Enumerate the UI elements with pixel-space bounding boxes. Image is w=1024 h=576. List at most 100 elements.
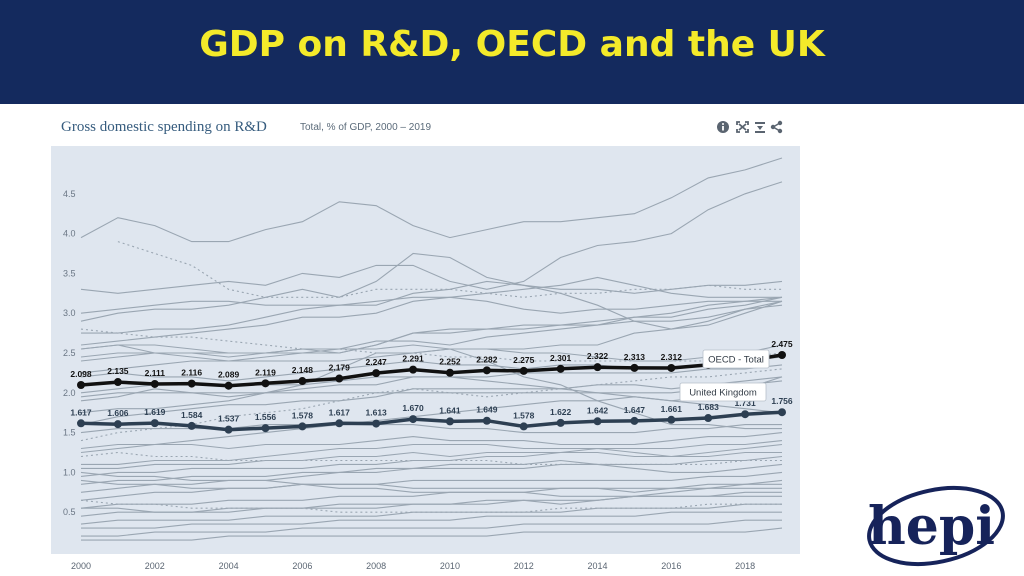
- y-tick-label: 4.0: [63, 229, 76, 239]
- dotted-series-line: [80, 368, 783, 442]
- background-series-line: [80, 296, 783, 374]
- download-icon[interactable]: [755, 122, 765, 133]
- dotted-series-line: [80, 328, 783, 362]
- y-tick-label: 2.0: [63, 388, 76, 398]
- oecd-data-label: 2.179: [329, 363, 351, 373]
- oecd-series-point: [445, 368, 454, 377]
- uk-series-point: [261, 424, 270, 433]
- dotted-series-line: [117, 241, 782, 298]
- chart-toolbar: [716, 119, 788, 140]
- logo-swoosh: [867, 486, 1005, 566]
- x-tick-label: 2002: [145, 561, 165, 571]
- uk-series-point: [113, 420, 122, 429]
- uk-series-point: [150, 419, 159, 428]
- fullscreen-icon[interactable]: [736, 121, 749, 133]
- background-series-line: [80, 376, 783, 426]
- dotted-series-line: [80, 451, 782, 465]
- chart-subtitle: Total, % of GDP, 2000 – 2019: [300, 122, 432, 133]
- oecd-data-label: 2.301: [550, 353, 572, 363]
- background-series-line: [81, 519, 782, 537]
- uk-data-label: 1.619: [144, 407, 166, 417]
- logo-text: hepi: [868, 496, 995, 557]
- oecd-series-point: [224, 381, 233, 390]
- uk-data-label: 1.578: [292, 410, 314, 420]
- oecd-series-point: [667, 363, 676, 372]
- uk-data-label: 1.731: [734, 398, 756, 408]
- chart-toolbar-icons: [717, 120, 783, 134]
- oecd-series-point: [593, 363, 602, 372]
- uk-series-point: [556, 418, 565, 427]
- background-series-line: [81, 280, 783, 334]
- uk-data-label: 1.617: [70, 407, 92, 417]
- background-series-line: [80, 376, 783, 454]
- uk-series-point: [741, 410, 750, 419]
- x-tick-label: 2010: [440, 561, 460, 571]
- oecd-series-point: [409, 365, 418, 374]
- oecd-data-label: 2.247: [366, 357, 388, 367]
- chart-title: Gross domestic spending on R&D: [61, 119, 267, 135]
- uk-data-label: 1.622: [550, 407, 572, 417]
- uk-data-label: 1.613: [366, 408, 388, 418]
- background-series-line: [80, 348, 782, 430]
- uk-data-label: 1.617: [329, 407, 351, 417]
- uk-data-label: 1.661: [661, 404, 683, 414]
- oecd-series-tag-box: [702, 349, 770, 369]
- uk-data-label: 1.756: [771, 396, 793, 406]
- hepi-logo: hepi: [867, 486, 1005, 566]
- uk-series-point: [593, 417, 602, 426]
- uk-series-point: [445, 417, 454, 426]
- uk-series-point: [667, 415, 676, 424]
- oecd-data-label: 2.282: [476, 354, 498, 364]
- oecd-series-point: [298, 377, 307, 386]
- background-series-line: [80, 424, 782, 434]
- oecd-series-point: [261, 379, 270, 388]
- x-tick-label: 2016: [661, 561, 681, 571]
- uk-series-point: [778, 408, 786, 417]
- y-tick-label: 0.5: [63, 507, 76, 517]
- title-banner: GDP on R&D, OECD and the UK: [0, 0, 1024, 104]
- y-tick-label: 3.5: [63, 268, 76, 278]
- uk-series-point: [77, 419, 85, 428]
- oecd-data-label: 2.322: [587, 351, 609, 361]
- uk-data-label: 1.537: [218, 414, 240, 424]
- uk-data-label: 1.606: [107, 408, 129, 418]
- oecd-data-label: 2.111: [145, 368, 166, 378]
- oecd-series-line: [80, 353, 783, 388]
- oecd-data-label: 2.475: [771, 339, 793, 349]
- background-series-line: [80, 380, 783, 398]
- uk-data-label: 1.578: [513, 410, 535, 420]
- uk-series-tag: United Kingdom: [689, 388, 757, 399]
- x-tick-label: 2000: [71, 561, 91, 571]
- background-series-line: [81, 527, 783, 541]
- background-series-line: [80, 459, 783, 493]
- oecd-data-label: 2.148: [292, 365, 314, 375]
- uk-series-point: [482, 416, 491, 425]
- info-icon[interactable]: [717, 121, 729, 133]
- y-tick-label: 1.5: [63, 428, 76, 438]
- oecd-series-point: [482, 366, 491, 375]
- uk-series-point: [187, 421, 196, 430]
- background-series-line: [80, 157, 783, 243]
- uk-series-line: [80, 410, 783, 432]
- x-tick-label: 2004: [219, 561, 239, 571]
- oecd-data-label: 2.119: [255, 367, 276, 377]
- oecd-data-label: 2.098: [70, 369, 92, 379]
- oecd-series-point: [778, 350, 786, 359]
- uk-data-label: 1.642: [587, 405, 609, 415]
- uk-data-label: 1.670: [402, 403, 424, 413]
- oecd-data-label: 2.275: [513, 355, 535, 365]
- oecd-series-point: [630, 363, 639, 372]
- share-icon[interactable]: [770, 120, 783, 134]
- oecd-series-point: [187, 379, 196, 388]
- background-series-line: [80, 296, 783, 314]
- background-series-line: [80, 471, 783, 501]
- x-tick-label: 2014: [588, 561, 608, 571]
- oecd-data-label: 2.135: [107, 366, 129, 376]
- uk-series-point: [224, 425, 233, 434]
- oecd-data-label: 2.116: [181, 368, 202, 378]
- oecd-data-label: 2.291: [402, 354, 424, 364]
- uk-series-point: [298, 422, 307, 431]
- oecd-series-point: [77, 380, 85, 389]
- uk-data-label: 1.683: [698, 402, 720, 412]
